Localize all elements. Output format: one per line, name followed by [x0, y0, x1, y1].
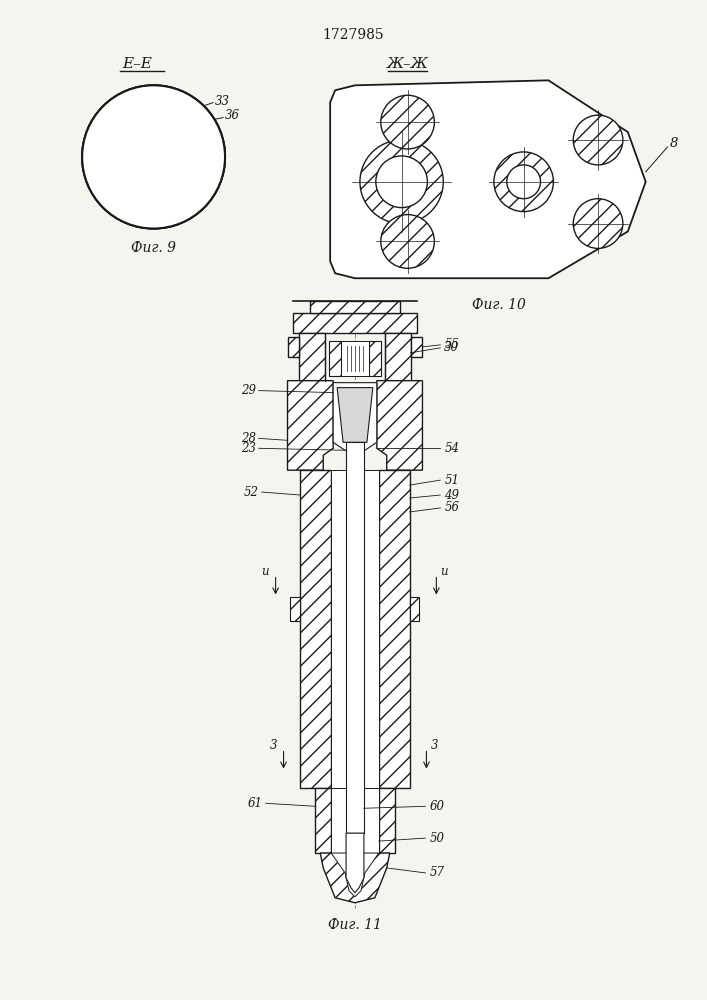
Circle shape	[82, 85, 225, 229]
Circle shape	[507, 165, 541, 199]
Polygon shape	[409, 597, 419, 621]
Text: 28: 28	[241, 432, 256, 445]
Text: 52: 52	[244, 486, 259, 499]
Polygon shape	[83, 142, 148, 172]
Text: 23: 23	[241, 442, 256, 455]
Text: 33: 33	[215, 95, 230, 108]
Polygon shape	[377, 381, 423, 470]
Polygon shape	[300, 470, 331, 788]
Polygon shape	[337, 388, 373, 442]
Polygon shape	[333, 383, 377, 450]
Text: u: u	[261, 565, 269, 578]
Text: 55: 55	[444, 338, 460, 351]
Bar	[310, 301, 399, 313]
Polygon shape	[291, 597, 300, 621]
Text: 3: 3	[269, 739, 277, 752]
Polygon shape	[330, 80, 645, 278]
Text: 61: 61	[248, 797, 263, 810]
Text: 49: 49	[444, 489, 460, 502]
Text: 50: 50	[429, 832, 445, 845]
Polygon shape	[346, 833, 364, 893]
Circle shape	[381, 215, 434, 268]
Text: 8: 8	[670, 137, 678, 150]
Text: 60: 60	[429, 800, 445, 813]
Circle shape	[376, 156, 428, 208]
Circle shape	[82, 85, 225, 229]
Polygon shape	[315, 788, 331, 853]
Text: 29: 29	[241, 384, 256, 397]
Bar	[346, 442, 364, 833]
Circle shape	[82, 85, 225, 229]
Polygon shape	[288, 337, 300, 357]
Bar	[331, 788, 379, 853]
Polygon shape	[139, 86, 168, 151]
Circle shape	[573, 115, 623, 165]
Polygon shape	[411, 337, 423, 357]
Text: 36: 36	[225, 109, 240, 122]
Text: 1727985: 1727985	[322, 28, 384, 42]
Polygon shape	[300, 333, 325, 381]
Polygon shape	[320, 853, 390, 903]
Polygon shape	[293, 313, 416, 333]
Text: u: u	[440, 565, 448, 578]
Polygon shape	[329, 341, 341, 376]
Text: E–E: E–E	[122, 57, 152, 71]
Polygon shape	[379, 788, 395, 853]
Bar	[341, 341, 369, 376]
Polygon shape	[379, 470, 409, 788]
Polygon shape	[139, 163, 168, 228]
Text: 51: 51	[444, 474, 460, 487]
Text: 56: 56	[444, 501, 460, 514]
Text: Фиг. 10: Фиг. 10	[472, 298, 526, 312]
Bar	[331, 470, 379, 788]
Text: Фиг. 9: Фиг. 9	[131, 241, 176, 255]
Text: 3: 3	[431, 739, 438, 752]
Text: 57: 57	[429, 866, 445, 879]
Polygon shape	[160, 142, 224, 172]
Text: Фиг. 11: Фиг. 11	[328, 918, 382, 932]
Polygon shape	[331, 853, 379, 897]
Circle shape	[573, 199, 623, 248]
Circle shape	[381, 95, 434, 149]
Text: 54: 54	[444, 442, 460, 455]
Text: Ж–Ж: Ж–Ж	[387, 57, 428, 71]
Text: 30: 30	[444, 341, 460, 354]
Polygon shape	[369, 341, 381, 376]
Circle shape	[494, 152, 554, 212]
Polygon shape	[385, 333, 411, 381]
Polygon shape	[288, 381, 333, 470]
Circle shape	[360, 140, 443, 224]
